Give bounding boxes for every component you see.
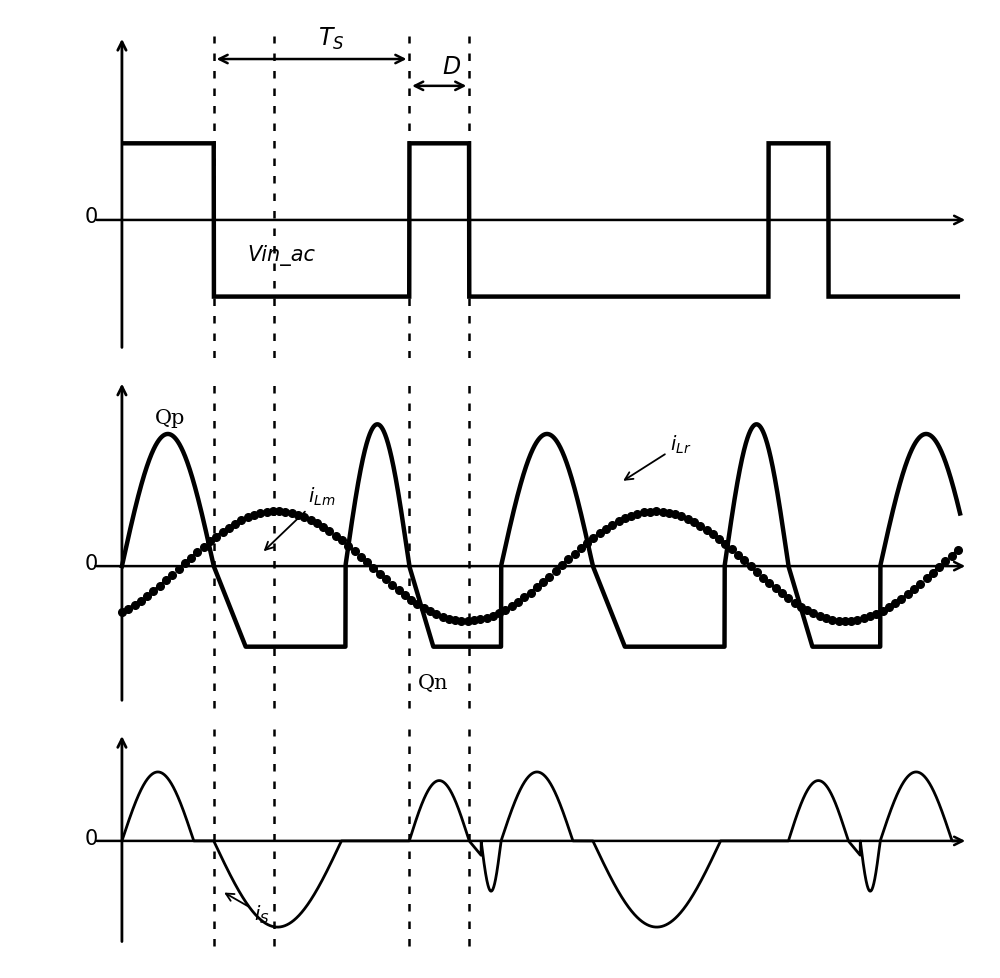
Text: 0: 0	[85, 554, 98, 573]
Text: Vin_ac: Vin_ac	[248, 244, 316, 266]
Text: 0: 0	[85, 828, 98, 848]
Text: Qn: Qn	[418, 673, 448, 691]
Text: $i_{Lm}$: $i_{Lm}$	[265, 485, 335, 551]
Text: 0: 0	[85, 207, 98, 227]
Text: Qp: Qp	[155, 409, 185, 428]
Text: $D$: $D$	[442, 55, 461, 79]
Text: $T_S$: $T_S$	[318, 26, 345, 52]
Text: $i_S$: $i_S$	[226, 894, 269, 925]
Text: $i_{Lr}$: $i_{Lr}$	[625, 433, 691, 480]
